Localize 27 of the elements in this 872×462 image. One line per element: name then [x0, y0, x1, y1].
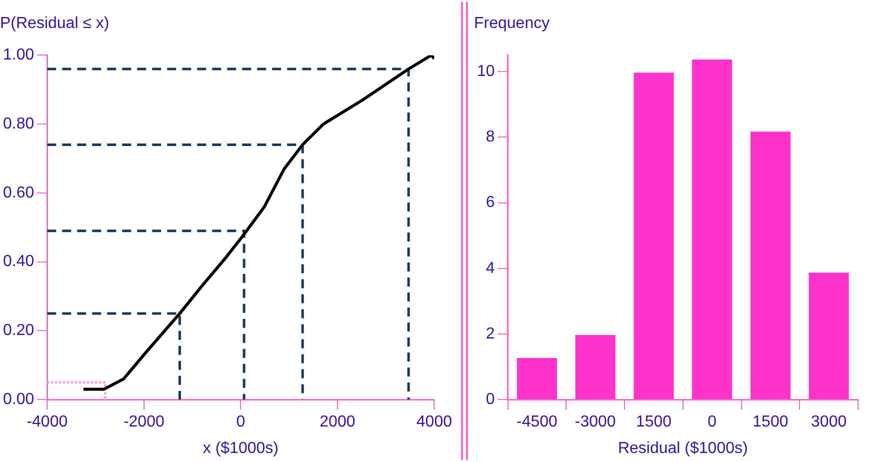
- x-tick-label: -3000: [574, 414, 616, 431]
- x-tick-label: 0: [708, 414, 717, 431]
- y-tick-label: 0.00: [3, 391, 34, 408]
- x-tick-label: -4500: [516, 414, 558, 431]
- x-tick-label: -2000: [123, 414, 164, 431]
- y-tick-label: 6: [486, 194, 495, 212]
- y-tick-label: 0.60: [3, 184, 34, 202]
- y-axis-title: Frequency: [474, 15, 550, 32]
- x-tick-label: 0: [236, 414, 246, 431]
- y-tick-label: 10: [477, 63, 495, 80]
- x-tick-label: 2000: [320, 414, 356, 431]
- x-axis-title: Residual ($1000s): [618, 440, 748, 457]
- y-tick-label: 8: [486, 128, 495, 146]
- x-tick-label: 1500: [636, 414, 672, 431]
- x-tick-label: 3000: [811, 414, 847, 431]
- y-tick-label: 0: [486, 391, 495, 408]
- y-tick-label: 2: [486, 325, 495, 342]
- x-tick-label: 4000: [416, 414, 452, 431]
- x-tick-label: -4000: [26, 414, 68, 431]
- y-tick-label: 4: [486, 260, 495, 277]
- x-axis-title: x ($1000s): [202, 440, 278, 457]
- y-tick-label: 0.80: [3, 115, 34, 132]
- y-tick-label: 1.00: [3, 46, 34, 64]
- y-tick-label: 0.20: [3, 322, 34, 340]
- y-tick-label: 0.40: [3, 253, 34, 270]
- x-tick-label: 1500: [752, 414, 788, 431]
- y-axis-title: P(Residual ≤ x): [0, 15, 110, 32]
